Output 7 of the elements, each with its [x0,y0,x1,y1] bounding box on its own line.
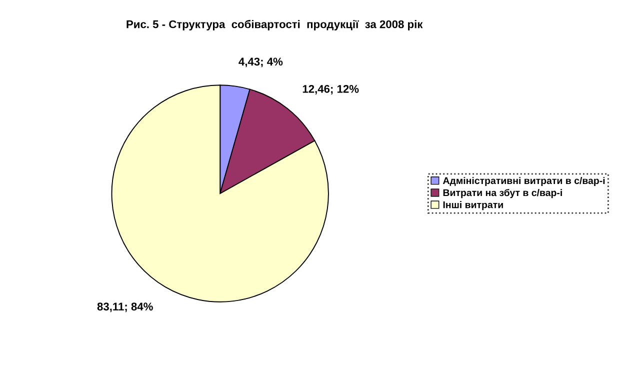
legend-label: Витрати на збут в с/вар-і [443,188,562,198]
legend-label: Адміністративні витрати в с/вар-і [442,176,605,186]
chart-title: Рис. 5 - Структура собівартості продукції за 2008 рік [126,20,423,30]
data-label: 4,43; 4% [238,58,283,68]
legend-label: Інші витрати [443,201,503,210]
data-label: 12,46; 12% [302,84,359,94]
data-label: 83,11; 84% [97,302,153,312]
